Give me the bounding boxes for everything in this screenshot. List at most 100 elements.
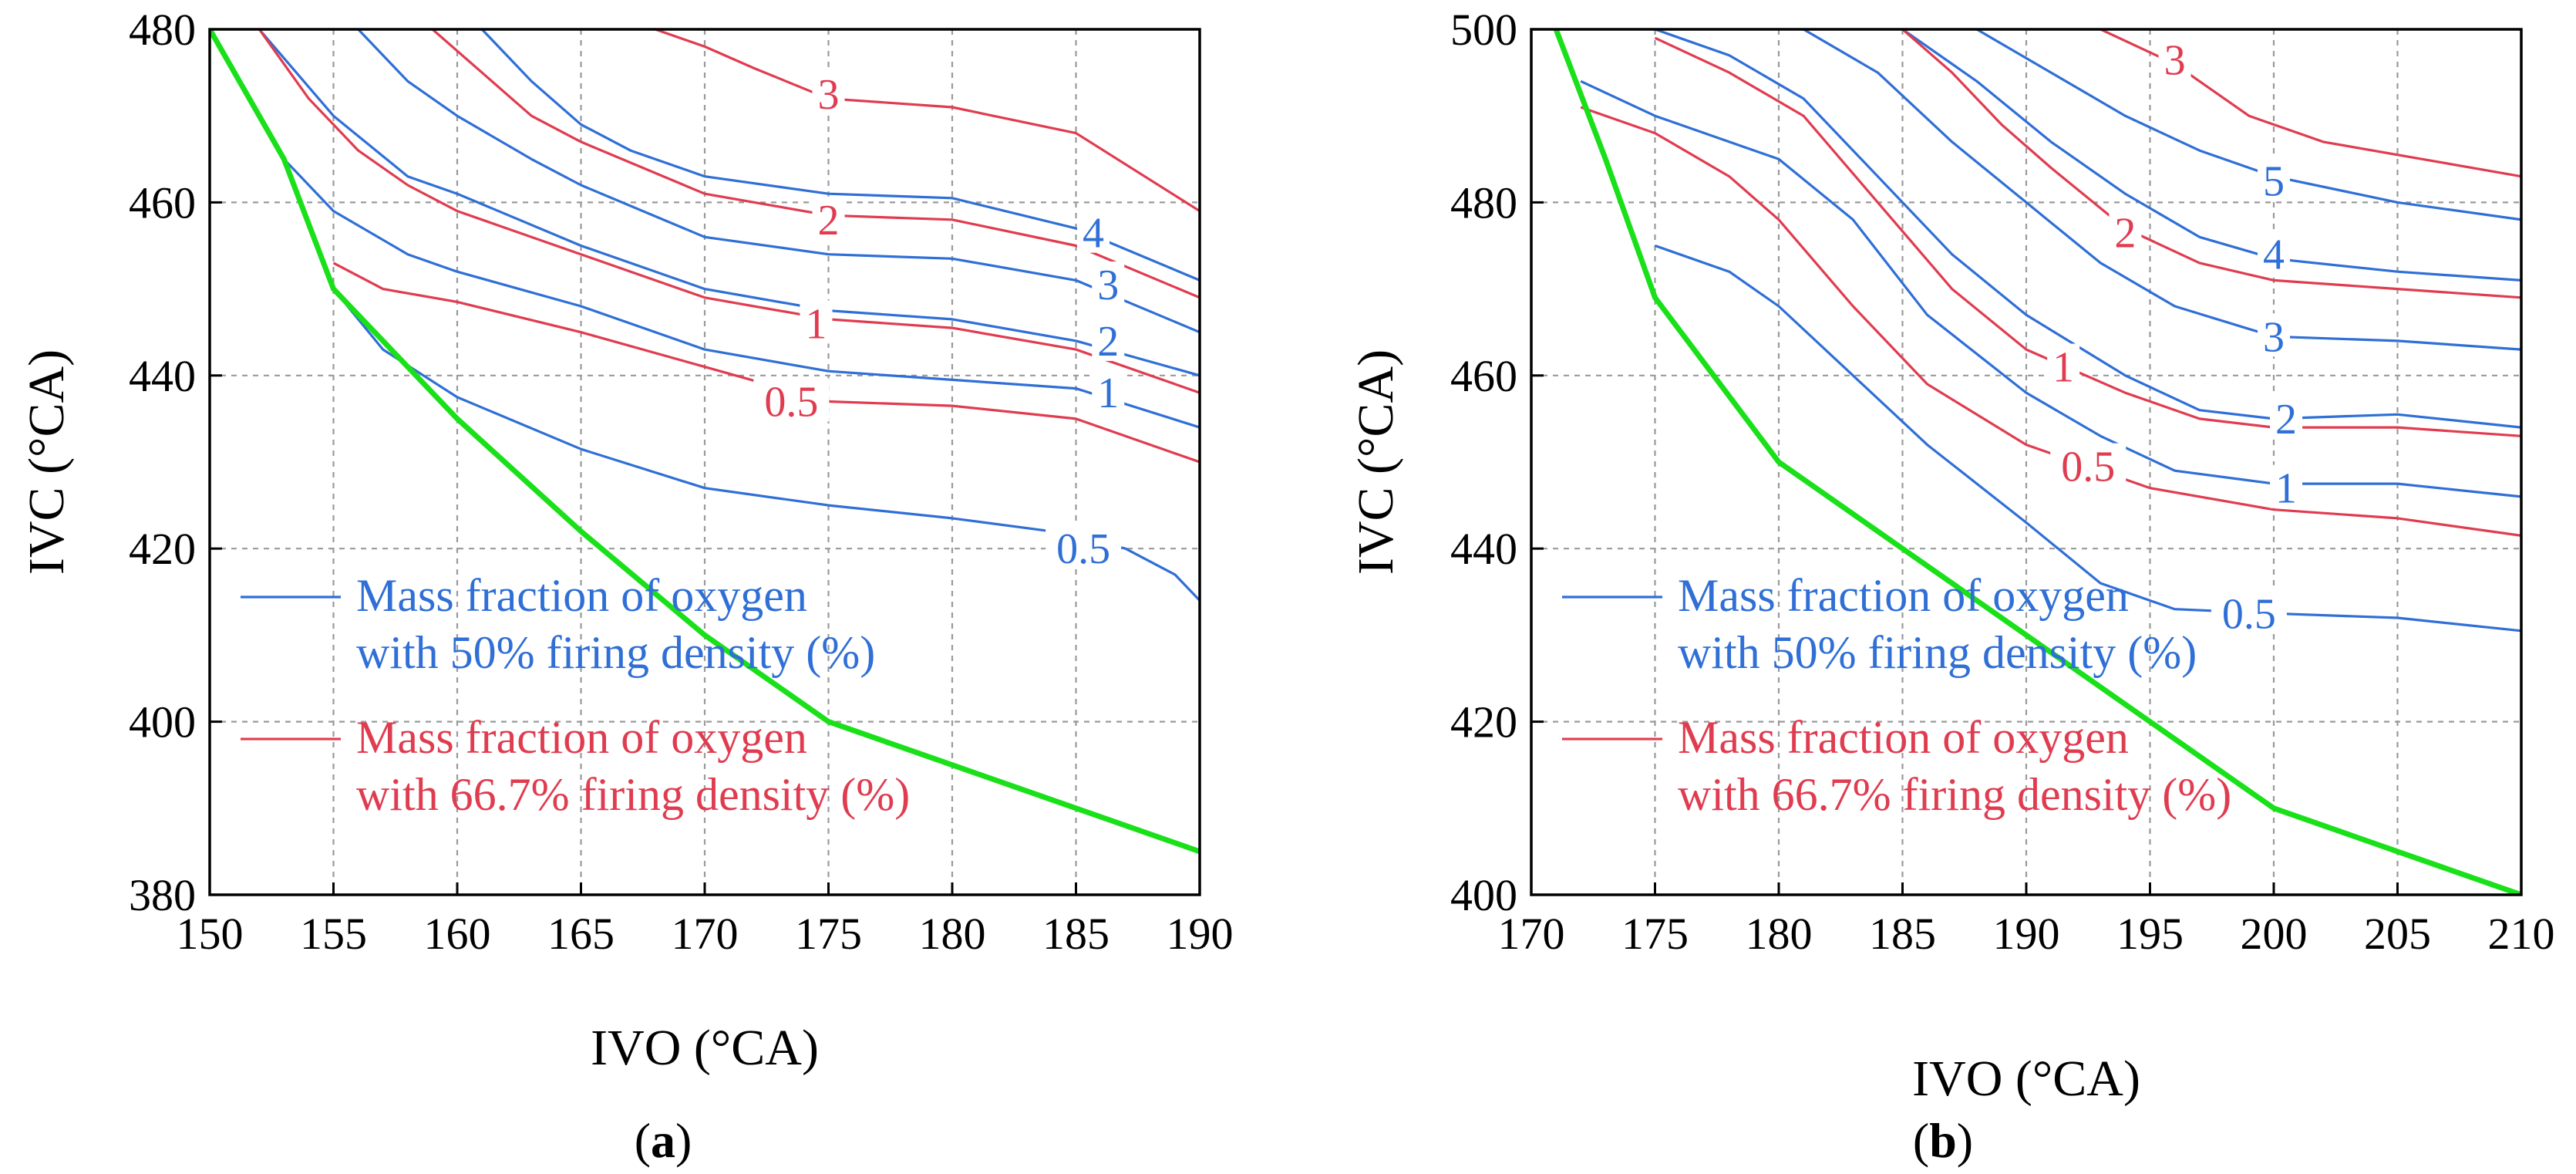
panel-b-contour-label-red-1: 1: [2052, 344, 2074, 392]
panel-a-ylabel: IVC (°CA): [19, 349, 75, 575]
panel-b-contour-label-bg: [2109, 209, 2142, 253]
panel-b-contour-label-blue-4: 4: [2263, 231, 2285, 279]
panel-a-contour-label-red-2: 2: [818, 197, 840, 245]
panel-a-ytick-label: 420: [129, 524, 196, 574]
panel-b-ytick-label: 440: [1450, 524, 1517, 574]
panel-a-contour-label-bg: [1046, 525, 1122, 569]
panel-a-ytick-label: 400: [129, 697, 196, 747]
panel-a-contour-label-blue-1: 1: [1097, 369, 1119, 417]
panel-b-legend-text-blue-line2: with 50% firing density (%): [1678, 627, 2197, 678]
panel-b-contour-label-bg: [2050, 443, 2126, 487]
panel-b-contour-label-bg: [2270, 395, 2303, 439]
panel-a-xtick-label: 155: [300, 909, 367, 959]
panel-a-label: (a): [635, 1113, 692, 1168]
panel-b-contour-label-blue-2: 2: [2275, 396, 2297, 444]
panel-a-contour-label-bg: [800, 300, 833, 344]
panel-b-xtick-label: 205: [2364, 909, 2431, 959]
panel-a-legend-text-red-line1: Mass fraction of oxygen: [356, 712, 807, 763]
panel-a-contour-label-blue-3: 3: [1097, 261, 1119, 309]
panel-b-legend-text-red-line1: Mass fraction of oxygen: [1678, 712, 2129, 763]
panel-a-contour-label-bg: [1092, 369, 1125, 413]
panel-b-contour-label-red-3: 3: [2164, 36, 2186, 84]
panel-b-ytick-label: 480: [1450, 177, 1517, 228]
panel-a-xtick-label: 180: [919, 909, 986, 959]
panel-b-ytick-label: 500: [1450, 5, 1517, 55]
panel-a-xtick-label: 170: [672, 909, 739, 959]
panel-a-contour-label-bg: [1092, 261, 1125, 305]
panel-a-series-blue-2: [258, 29, 1200, 377]
panel-b-xtick-label: 200: [2241, 909, 2308, 959]
panel-b-plot-area: 0.5 1 2 3 4 5 0.5 1 2 3: [1553, 29, 2521, 895]
panel-a-ytick-label: 380: [129, 870, 196, 920]
panel-b-series-blue-3: [1803, 29, 2521, 351]
panel-b-contour-label-bg: [2258, 231, 2290, 275]
panel-a-ytick-label: 460: [129, 177, 196, 228]
panel-b-grid: [1531, 29, 2521, 895]
panel-a-contour-label-red-0.5: 0.5: [764, 378, 818, 426]
panel-b-ylabel: IVC (°CA): [1348, 349, 1404, 575]
panel-b-contour-label-bg: [2158, 36, 2191, 80]
panel-a-axes: 150 155 160 165 170 175 180 185 190 380 400 420 440 4…: [129, 5, 1234, 959]
panel-a-contour-label-bg: [812, 196, 845, 240]
panel-b-axes: 170 175 180 185 190 195 200 205 210 400 420 440 460 4…: [1450, 5, 2555, 959]
panel-a-series-blue-0.5: [332, 288, 1200, 602]
panel-a-xtick-label: 165: [547, 909, 615, 959]
panel-b-contour-label-bg: [2270, 464, 2303, 508]
panel-a-series-red-2: [431, 29, 1200, 299]
panel-a-xtick-label: 150: [177, 909, 244, 959]
panel-b-contour-label-bg: [2258, 313, 2290, 357]
panel-b-contour-label-bg: [2211, 590, 2287, 634]
panel-b-series-blue-0.5: [1654, 244, 2521, 633]
panel-b-label: (b): [1913, 1113, 1973, 1168]
panel-a-series-red-0.5: [332, 261, 1200, 464]
panel-b-contour-label-bg: [2047, 343, 2080, 387]
panel-b-contour-label-red-0.5: 0.5: [2061, 444, 2115, 491]
panel-a-legend-text-red-line2: with 66.7% firing density (%): [356, 769, 910, 820]
panel-b-legend-text-blue-line1: Mass fraction of oxygen: [1678, 570, 2129, 621]
panel-b-series-blue-4: [1901, 29, 2521, 282]
panel-a-ytick-label: 480: [129, 5, 196, 55]
panel-b-contour-label-blue-3: 3: [2263, 313, 2285, 361]
panel-b-series-red-0.5: [1580, 106, 2521, 537]
panel-a-xtick-label: 185: [1042, 909, 1110, 959]
panel-b-contour-label-bg: [2258, 157, 2290, 201]
panel-a-contour-label-blue-4: 4: [1083, 210, 1104, 258]
panel-a-series-red-1: [258, 29, 1200, 394]
panel-a-contour-label-red-3: 3: [818, 71, 840, 119]
panel-a-contour-label-bg: [753, 378, 830, 422]
panel-a-xtick-label: 175: [795, 909, 862, 959]
panel-a-xtick-label: 190: [1167, 909, 1234, 959]
panel-b-legend-text-red-line2: with 66.7% firing density (%): [1678, 769, 2231, 820]
panel-a-legend-text-blue-line2: with 50% firing density (%): [356, 627, 875, 678]
panel-b-xlabel: IVO (°CA): [1912, 1051, 2140, 1107]
panel-b-xtick-label: 180: [1746, 909, 1813, 959]
panel-a-contour-label-bg: [812, 71, 845, 115]
panel-b-series-red-1: [1654, 36, 2521, 437]
panel-a-series-blue-4: [480, 29, 1200, 282]
panel-a-grid: [210, 29, 1200, 895]
panel-b-series-blue-1: [1580, 79, 2521, 498]
panel-b-contour-label-blue-0.5: 0.5: [2222, 590, 2276, 638]
panel-b-contour-label-red-2: 2: [2114, 210, 2136, 258]
panel-b-xtick-label: 175: [1621, 909, 1689, 959]
panel-b-xtick-label: 195: [2116, 909, 2184, 959]
panel-a-xlabel: IVO (°CA): [591, 1020, 819, 1076]
panel-a-contour-label-bg: [1092, 317, 1125, 361]
panel-b-series-blue-2: [1654, 29, 2521, 429]
panel-b-xtick-label: 190: [1993, 909, 2060, 959]
panel-a-boundary-line: [210, 29, 1200, 855]
panel-a-legend-text-blue-line1: Mass fraction of oxygen: [356, 570, 807, 621]
panel-b-contour-label-blue-5: 5: [2263, 157, 2285, 205]
panel-b-ytick-label: 460: [1450, 351, 1517, 401]
panel-b: 0.5 1 2 3 4 5 0.5 1 2 3 Mass fraction of oxygen wit…: [1348, 5, 2555, 1168]
panel-b-contour-label-blue-1: 1: [2275, 465, 2297, 513]
panel-a-contour-label-red-1: 1: [805, 300, 827, 348]
panel-b-xtick-label: 170: [1498, 909, 1565, 959]
panel-a-ytick-label: 440: [129, 351, 196, 401]
panel-b-legend: Mass fraction of oxygen with 50% firing d…: [1562, 570, 2231, 820]
panel-b-boundary-line: [1553, 29, 2521, 895]
panel-b-xtick-label: 185: [1869, 909, 1936, 959]
panel-a-contour-label-bg: [1076, 209, 1110, 253]
